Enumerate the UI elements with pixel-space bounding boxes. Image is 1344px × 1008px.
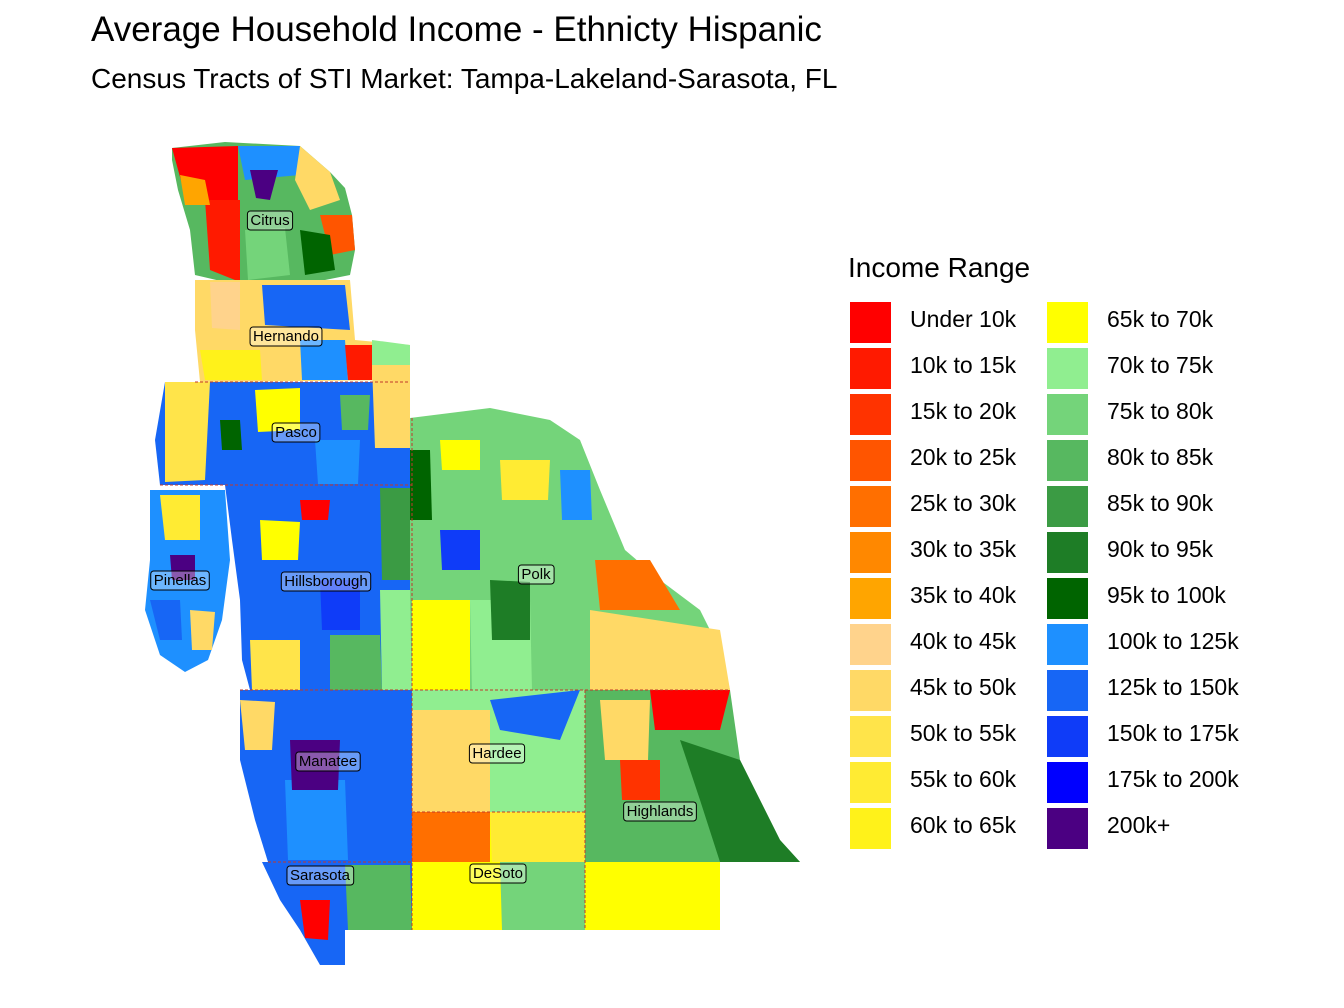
chart-title: Average Household Income - Ethnicty Hisp… — [91, 10, 822, 49]
svg-text:Hernando: Hernando — [253, 328, 319, 345]
legend-swatch — [1047, 532, 1088, 573]
county-pasco-region — [155, 365, 410, 485]
legend-swatch — [850, 762, 891, 803]
legend-swatch — [1047, 578, 1088, 619]
county-label-hernando: Hernando — [249, 326, 323, 347]
legend-label: 20k to 25k — [910, 444, 1017, 470]
legend-label: Under 10k — [910, 306, 1017, 332]
legend-swatch — [850, 578, 891, 619]
legend-swatch — [1047, 348, 1088, 389]
legend-label: 80k to 85k — [1107, 444, 1214, 470]
legend-title: Income Range — [848, 252, 1031, 283]
legend-label: 40k to 45k — [910, 628, 1017, 654]
legend-swatch — [850, 348, 891, 389]
legend-swatch — [1047, 624, 1088, 665]
svg-text:Pinellas: Pinellas — [154, 572, 207, 589]
legend-swatch — [1047, 302, 1088, 343]
legend-swatch — [1047, 670, 1088, 711]
svg-text:Sarasota: Sarasota — [290, 867, 351, 884]
county-labels: Citrus Hernando Pasco Pinellas Hillsborough P… — [150, 210, 697, 886]
legend-label: 100k to 125k — [1107, 628, 1239, 654]
legend-swatch — [1047, 808, 1088, 849]
legend-swatch — [850, 440, 891, 481]
county-hardee-region — [412, 690, 585, 812]
legend-label: 175k to 200k — [1107, 766, 1239, 792]
legend-label: 85k to 90k — [1107, 490, 1214, 516]
county-desoto-region — [412, 812, 585, 930]
county-polk-region — [410, 408, 730, 690]
county-hillsborough-region — [225, 485, 412, 690]
legend-swatch — [850, 670, 891, 711]
legend-label: 10k to 15k — [910, 352, 1017, 378]
legend-label: 50k to 55k — [910, 720, 1017, 746]
legend-label: 55k to 60k — [910, 766, 1017, 792]
svg-text:DeSoto: DeSoto — [473, 865, 523, 882]
svg-text:Hardee: Hardee — [472, 745, 521, 762]
legend-label: 15k to 20k — [910, 398, 1017, 424]
legend-label: 30k to 35k — [910, 536, 1017, 562]
county-label-pinellas: Pinellas — [150, 570, 210, 591]
legend-swatch — [1047, 486, 1088, 527]
county-manatee-region — [240, 690, 412, 862]
legend-swatch — [850, 486, 891, 527]
county-label-citrus: Citrus — [246, 210, 294, 231]
county-boundaries — [160, 381, 730, 930]
legend-label: 70k to 75k — [1107, 352, 1214, 378]
legend-swatch — [850, 808, 891, 849]
legend-label: 125k to 150k — [1107, 674, 1239, 700]
legend-label: 200k+ — [1107, 812, 1171, 838]
chart-subtitle: Census Tracts of STI Market: Tampa-Lakel… — [91, 63, 838, 94]
legend-label: 45k to 50k — [910, 674, 1017, 700]
county-label-hillsborough: Hillsborough — [280, 571, 372, 592]
legend-swatch — [1047, 762, 1088, 803]
svg-text:Citrus: Citrus — [250, 212, 289, 229]
legend-swatch — [850, 716, 891, 757]
legend-label: 35k to 40k — [910, 582, 1017, 608]
legend-label: 75k to 80k — [1107, 398, 1214, 424]
county-highlands-region — [585, 690, 800, 930]
svg-text:Pasco: Pasco — [275, 424, 317, 441]
legend-label: 65k to 70k — [1107, 306, 1214, 332]
svg-text:Manatee: Manatee — [299, 753, 357, 770]
county-hernando-region — [195, 280, 410, 382]
legend-label: 60k to 65k — [910, 812, 1017, 838]
legend-swatch — [1047, 440, 1088, 481]
county-label-desoto: DeSoto — [469, 863, 527, 884]
legend-label: 90k to 95k — [1107, 536, 1214, 562]
legend-swatch — [850, 624, 891, 665]
county-sarasota-region — [262, 862, 412, 965]
legend-swatch — [1047, 716, 1088, 757]
legend-swatch — [850, 302, 891, 343]
legend-swatch — [850, 394, 891, 435]
svg-text:Hillsborough: Hillsborough — [284, 573, 367, 590]
choropleth-map: Citrus Hernando Pasco Pinellas Hillsborough P… — [145, 142, 800, 965]
county-pinellas-region — [145, 490, 230, 672]
legend-label: 150k to 175k — [1107, 720, 1239, 746]
legend-swatch — [1047, 394, 1088, 435]
legend-swatch — [850, 532, 891, 573]
county-label-manatee: Manatee — [295, 751, 361, 772]
county-label-hardee: Hardee — [468, 743, 526, 764]
county-citrus-region — [172, 142, 355, 285]
county-label-sarasota: Sarasota — [286, 865, 355, 886]
legend-label: 25k to 30k — [910, 490, 1017, 516]
county-label-pasco: Pasco — [271, 422, 321, 443]
svg-text:Highlands: Highlands — [627, 803, 694, 820]
county-label-polk: Polk — [517, 564, 555, 585]
legend-label: 95k to 100k — [1107, 582, 1226, 608]
county-label-highlands: Highlands — [623, 801, 697, 822]
svg-text:Polk: Polk — [521, 566, 551, 583]
